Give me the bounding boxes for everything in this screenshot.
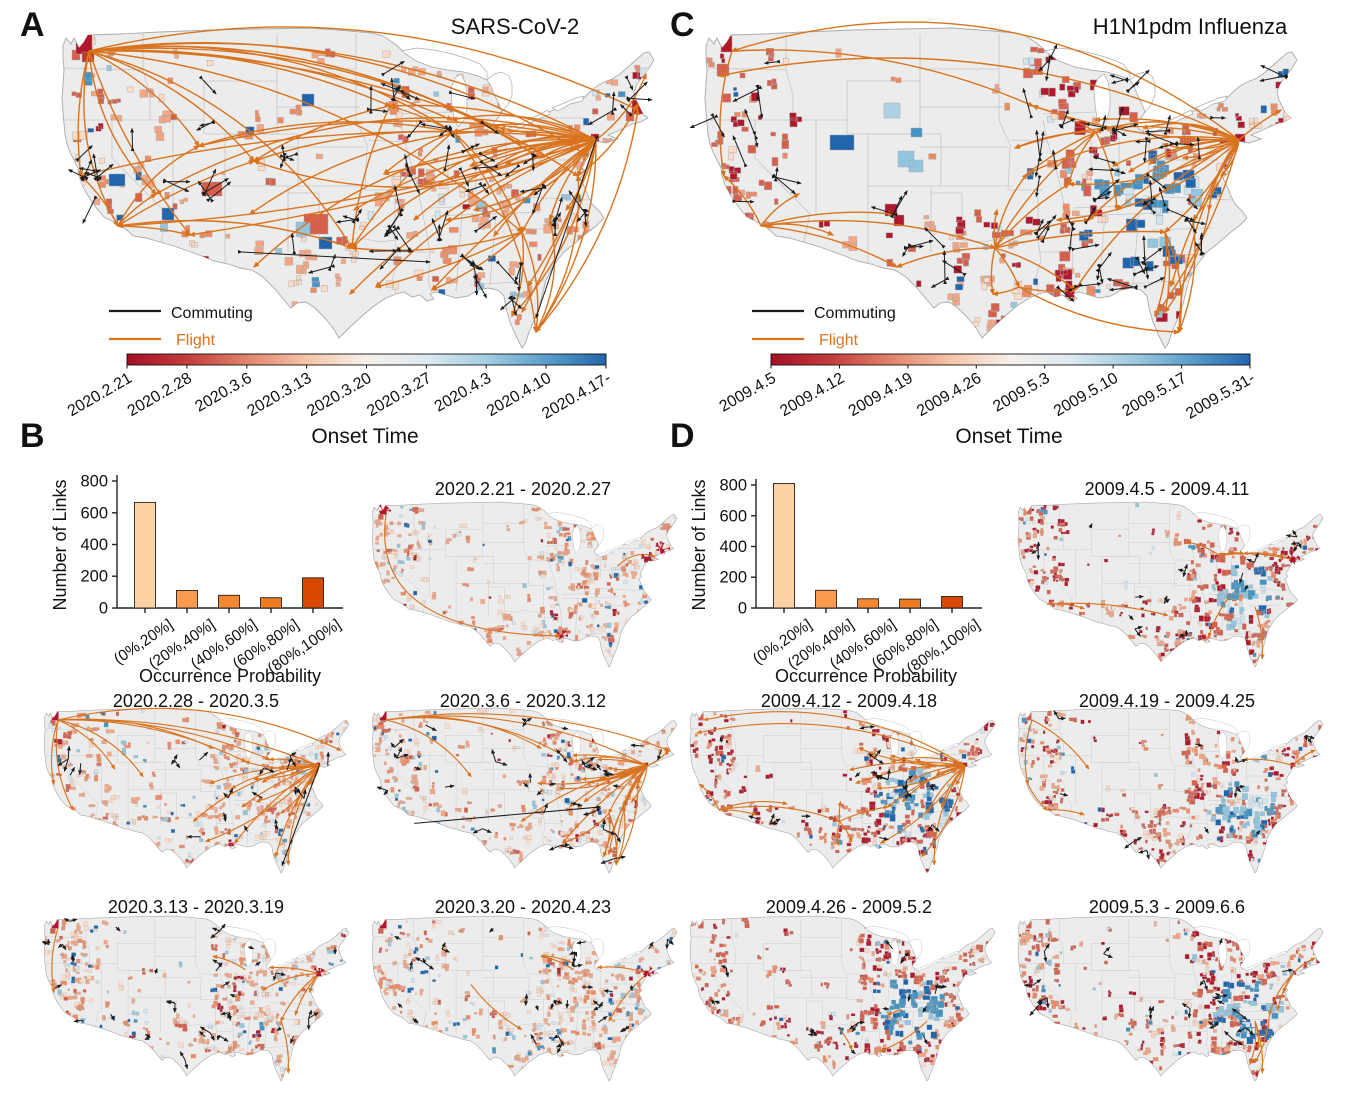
svg-text:2009.5.3: 2009.5.3 <box>990 370 1053 416</box>
svg-text:Commuting: Commuting <box>814 305 896 322</box>
svg-text:800: 800 <box>719 477 747 495</box>
svg-text:Flight: Flight <box>819 332 859 349</box>
svg-text:H1N1pdm Influenza: H1N1pdm Influenza <box>1093 14 1288 39</box>
svg-text:2009.5.31-: 2009.5.31- <box>1183 370 1258 423</box>
svg-text:Number of Links: Number of Links <box>50 479 70 610</box>
svg-text:2009.4.26: 2009.4.26 <box>914 370 984 420</box>
svg-text:2020.3.13 - 2020.3.19: 2020.3.13 - 2020.3.19 <box>108 897 284 917</box>
svg-text:Number of Links: Number of Links <box>689 479 709 610</box>
svg-text:2009.4.5: 2009.4.5 <box>717 370 780 416</box>
svg-text:400: 400 <box>80 536 108 554</box>
svg-text:Occurrence Probability: Occurrence Probability <box>139 666 321 686</box>
svg-text:2020.3.13: 2020.3.13 <box>244 370 314 420</box>
svg-text:SARS-CoV-2: SARS-CoV-2 <box>451 14 579 39</box>
svg-text:A: A <box>20 6 45 44</box>
svg-text:2009.4.12 - 2009.4.18: 2009.4.12 - 2009.4.18 <box>761 691 937 711</box>
svg-text:2009.5.3 - 2009.6.6: 2009.5.3 - 2009.6.6 <box>1089 897 1245 917</box>
svg-text:0: 0 <box>99 600 108 618</box>
svg-text:2009.5.17: 2009.5.17 <box>1119 370 1189 420</box>
svg-text:2020.3.20 - 2020.4.23: 2020.3.20 - 2020.4.23 <box>435 897 611 917</box>
svg-text:2020.2.28 - 2020.3.5: 2020.2.28 - 2020.3.5 <box>113 691 279 711</box>
svg-text:C: C <box>670 6 695 44</box>
svg-text:2020.3.20: 2020.3.20 <box>304 370 374 420</box>
svg-text:600: 600 <box>80 504 108 522</box>
svg-text:B: B <box>20 417 45 455</box>
svg-text:2020.3.6 - 2020.3.12: 2020.3.6 - 2020.3.12 <box>440 691 606 711</box>
svg-text:800: 800 <box>80 473 108 491</box>
svg-text:Onset Time: Onset Time <box>311 425 418 448</box>
svg-text:Onset Time: Onset Time <box>955 425 1062 448</box>
svg-text:2020.3.27: 2020.3.27 <box>364 370 434 420</box>
svg-text:2009.4.26 - 2009.5.2: 2009.4.26 - 2009.5.2 <box>766 897 932 917</box>
svg-text:Commuting: Commuting <box>171 305 253 322</box>
svg-text:Occurrence Probability: Occurrence Probability <box>775 666 957 686</box>
svg-text:2009.5.10: 2009.5.10 <box>1051 370 1121 420</box>
svg-text:2020.2.28: 2020.2.28 <box>125 370 195 420</box>
svg-text:2009.4.19 - 2009.4.25: 2009.4.19 - 2009.4.25 <box>1079 691 1255 711</box>
svg-text:2009.4.12: 2009.4.12 <box>777 370 847 420</box>
svg-text:2020.2.21 - 2020.2.27: 2020.2.21 - 2020.2.27 <box>435 479 611 499</box>
svg-text:400: 400 <box>719 538 747 556</box>
svg-text:600: 600 <box>719 507 747 525</box>
svg-text:200: 200 <box>719 569 747 587</box>
svg-text:200: 200 <box>80 568 108 586</box>
svg-text:2020.4.17-: 2020.4.17- <box>539 370 614 423</box>
svg-text:2020.2.21: 2020.2.21 <box>65 370 135 420</box>
svg-text:2009.4.5 - 2009.4.11: 2009.4.5 - 2009.4.11 <box>1085 479 1250 499</box>
svg-text:D: D <box>670 417 695 455</box>
svg-text:0: 0 <box>738 600 747 618</box>
svg-text:2009.4.19: 2009.4.19 <box>846 370 916 420</box>
svg-text:Flight: Flight <box>176 332 216 349</box>
